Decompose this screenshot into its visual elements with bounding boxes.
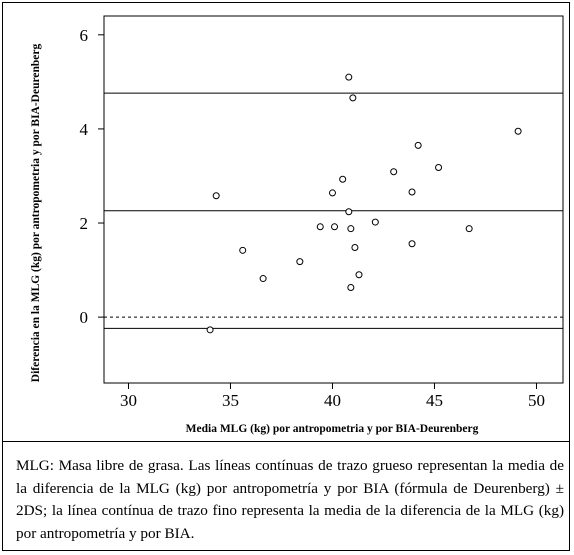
x-tick-label: 35	[222, 391, 239, 410]
data-point	[259, 275, 267, 283]
data-point	[206, 326, 214, 334]
data-point	[408, 240, 416, 248]
data-point	[390, 168, 398, 176]
data-point	[351, 243, 359, 251]
reference-lines	[104, 92, 563, 329]
plot-frame	[103, 15, 564, 384]
y-tick-label: 0	[80, 308, 89, 327]
y-axis: 0 2 4 6	[80, 26, 104, 327]
data-point	[328, 189, 336, 197]
scatter-chart: 30 35 40 45 50 0 2 4 6 Media MLG (kg) por antro…	[30, 15, 564, 435]
data-point	[347, 283, 355, 291]
x-axis-label: Media MLG (kg) por antropometria y por B…	[186, 423, 479, 435]
data-point	[339, 175, 347, 183]
data-point	[296, 258, 304, 266]
data-point	[414, 141, 422, 149]
figure-caption: MLG: Masa libre de grasa. Las líneas con…	[16, 457, 564, 542]
data-point	[349, 94, 357, 102]
data-point	[514, 127, 522, 135]
x-tick-label: 50	[528, 391, 545, 410]
data-point	[331, 223, 339, 231]
y-tick-label: 2	[80, 214, 89, 233]
data-points	[206, 73, 522, 334]
x-tick-label: 30	[120, 391, 137, 410]
data-point	[355, 271, 363, 279]
data-point	[239, 246, 247, 254]
data-point	[435, 164, 443, 172]
y-tick-label: 4	[80, 120, 89, 139]
y-axis-label: Diferencia en la MLG (kg) por antropomet…	[30, 44, 42, 383]
data-point	[345, 73, 353, 81]
data-point	[345, 208, 353, 216]
x-tick-label: 45	[426, 391, 443, 410]
caption-divider	[2, 441, 570, 442]
data-point	[347, 225, 355, 233]
x-tick-label: 40	[324, 391, 341, 410]
data-point	[371, 218, 379, 226]
data-point	[212, 192, 220, 200]
figure-frame	[2, 2, 570, 551]
data-point	[465, 225, 473, 233]
x-axis: 30 35 40 45 50	[120, 383, 545, 410]
data-point	[316, 223, 324, 231]
plot-area	[103, 15, 564, 384]
data-point	[408, 188, 416, 196]
y-tick-label: 6	[80, 26, 89, 45]
